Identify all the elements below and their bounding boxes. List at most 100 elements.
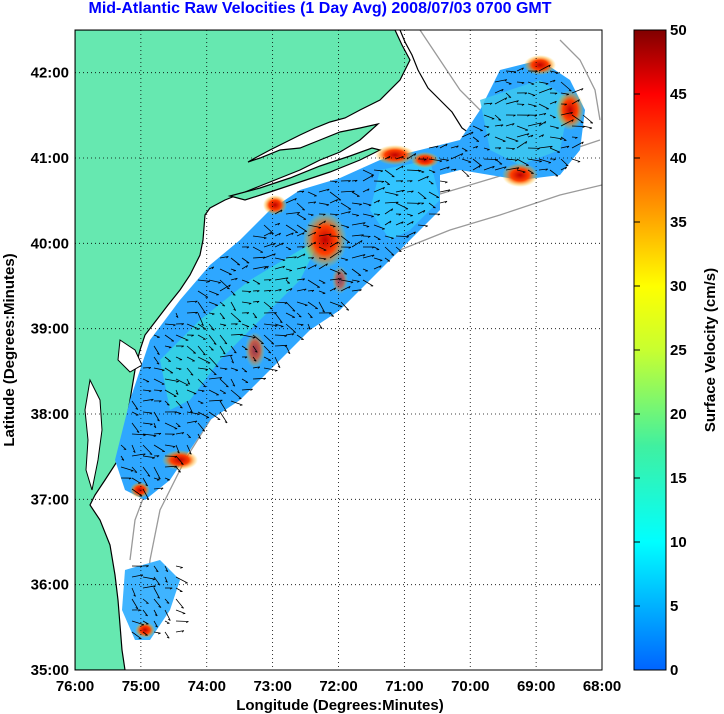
velocity-arrow-head <box>331 315 334 317</box>
velocity-arrow-head <box>471 131 474 135</box>
velocity-arrow <box>560 166 567 171</box>
velocity-arrow <box>373 169 383 172</box>
velocity-arrow <box>560 158 569 167</box>
velocity-arrow <box>329 191 342 201</box>
velocity-arrow-head <box>278 232 281 236</box>
velocity-arrow <box>318 301 325 313</box>
velocity-arrow-head <box>248 291 252 293</box>
velocity-arrow <box>197 400 204 404</box>
velocity-arrow-head <box>423 210 426 213</box>
velocity-arrow-head <box>334 181 338 183</box>
velocity-arrow-head <box>421 171 425 173</box>
velocity-arrow-head <box>553 158 556 161</box>
velocity-arrow <box>197 389 205 392</box>
velocity-arrow-head <box>545 168 548 171</box>
velocity-arrow <box>263 301 273 310</box>
velocity-arrow-head <box>177 425 181 428</box>
velocity-arrow <box>164 345 172 348</box>
velocity-arrow <box>208 279 221 283</box>
velocity-arrow-head <box>145 484 148 487</box>
velocity-arrow <box>164 367 174 374</box>
velocity-arrow-head <box>354 179 358 183</box>
velocity-arrow-head <box>222 305 225 307</box>
land-mass <box>75 30 411 670</box>
y-tick-label: 36:00 <box>31 577 69 594</box>
velocity-arrow <box>131 433 146 436</box>
velocity-arrow-head <box>423 197 427 200</box>
velocity-arrow <box>373 213 380 215</box>
velocity-arrow <box>307 241 316 248</box>
velocity-arrow <box>362 213 374 217</box>
velocity-arrow <box>307 289 314 292</box>
velocity-arrow-head <box>492 166 495 169</box>
velocity-arrow <box>483 125 490 128</box>
velocity-arrow-head <box>581 88 584 91</box>
velocity-arrow <box>483 114 495 120</box>
velocity-arrow <box>252 356 257 362</box>
velocity-arrow <box>571 114 584 124</box>
velocity-arrow-head <box>513 71 517 74</box>
velocity-arrow-head <box>287 351 291 355</box>
velocity-arrow-head <box>293 331 296 333</box>
velocity-arrow-head <box>143 434 146 437</box>
velocity-arrow <box>153 487 164 490</box>
x-tick-label: 72:00 <box>319 678 357 695</box>
velocity-arrow-head <box>172 446 176 448</box>
velocity-arrow <box>538 168 548 171</box>
velocity-arrow-head <box>363 254 366 257</box>
velocity-arrow-head <box>254 350 258 353</box>
velocity-arrow-head <box>498 119 501 121</box>
velocity-arrow <box>142 398 154 402</box>
velocity-arrow <box>351 191 360 197</box>
velocity-arrow <box>351 289 362 292</box>
velocity-arrow <box>142 378 150 383</box>
velocity-arrow-head <box>173 324 176 327</box>
velocity-arrow-head <box>445 143 448 147</box>
velocity-arrow-head <box>291 232 294 236</box>
velocity-arrow <box>307 191 317 197</box>
velocity-arrow <box>329 268 341 274</box>
velocity-arrow <box>186 378 191 385</box>
velocity-arrow <box>439 189 451 193</box>
velocity-arrow <box>329 199 338 204</box>
velocity-arrow <box>208 266 214 270</box>
velocity-arrow-head <box>526 133 530 136</box>
velocity-arrow <box>208 290 219 296</box>
velocity-arrow <box>505 158 518 161</box>
y-tick-label: 39:00 <box>31 321 69 338</box>
velocity-arrow <box>274 265 285 270</box>
velocity-arrow <box>197 411 210 418</box>
velocity-arrow-head <box>277 365 281 369</box>
velocity-arrow-head <box>130 470 134 472</box>
velocity-arrow-head <box>535 70 538 73</box>
velocity-arrow-head <box>356 281 360 283</box>
velocity-arrow <box>241 334 256 338</box>
velocity-arrow-head <box>277 222 281 226</box>
velocity-arrow <box>505 92 512 98</box>
velocity-arrow-head <box>250 388 253 391</box>
velocity-arrow <box>230 345 237 354</box>
velocity-arrow <box>373 246 380 250</box>
velocity-arrow-head <box>254 316 257 319</box>
velocity-arrow-head <box>313 201 317 204</box>
velocity-arrow <box>560 112 573 116</box>
velocity-arrow-head <box>257 366 261 369</box>
velocity-arrow <box>362 224 370 227</box>
velocity-arrow <box>153 444 165 452</box>
velocity-arrow <box>296 266 307 270</box>
velocity-arrow-head <box>175 315 179 318</box>
velocity-arrow <box>186 444 192 455</box>
x-axis-label: Longitude (Degrees:Minutes) <box>236 697 444 714</box>
velocity-arrow-head <box>548 162 551 164</box>
velocity-arrow-head <box>367 236 371 238</box>
velocity-arrow-head <box>279 321 283 324</box>
velocity-arrow <box>241 290 252 292</box>
velocity-arrow <box>219 334 228 345</box>
velocity-arrow <box>494 88 504 94</box>
velocity-arrow-head <box>153 435 157 437</box>
velocity-arrow <box>351 202 362 205</box>
velocity-arrow-head <box>240 333 243 336</box>
velocity-arrow <box>384 257 391 262</box>
velocity-arrow-head <box>180 463 184 465</box>
velocity-arrow <box>230 333 243 336</box>
